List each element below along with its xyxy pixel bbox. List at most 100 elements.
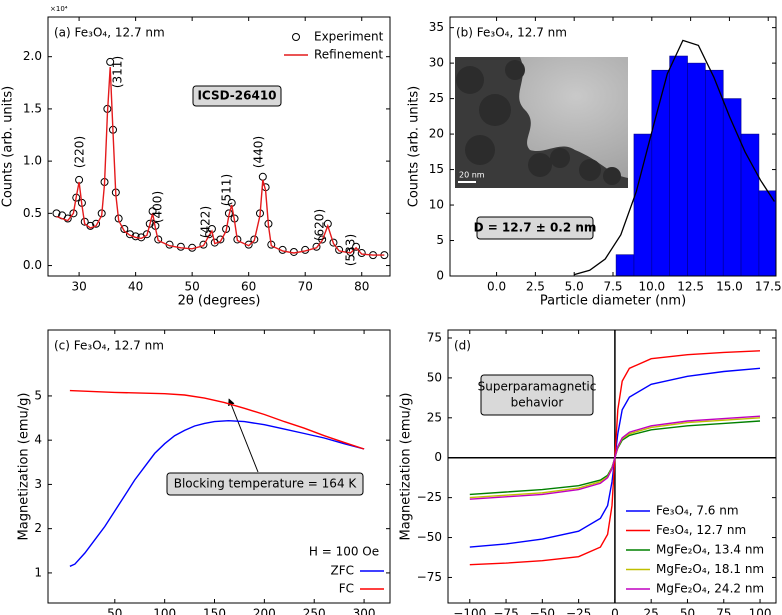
- bar: [615, 254, 635, 277]
- x-axis-label: Particle diameter (nm): [540, 294, 686, 309]
- x-tick-label: 30: [71, 280, 86, 294]
- legend-label: FC: [339, 582, 354, 596]
- axes-frame: [47, 329, 391, 604]
- annotation: Superparamagnetic: [478, 380, 597, 394]
- data-point: [154, 235, 163, 244]
- panel: 50 100 150 200 250 300 1 2 3 4 5 (c) Fe₃O₄, 12.7 nm…: [17, 329, 391, 615]
- data-point: [318, 235, 327, 244]
- x-tick-label: 0: [611, 607, 619, 615]
- series-line: [69, 389, 365, 450]
- panel: 30 40 50 60 70 80 0.0 0.5 1.0 1.5 2.0 (a) Fe₃O₄, 12…: [1, 5, 391, 309]
- y-multiplier: ×10⁴: [50, 5, 68, 13]
- x-tick-label: 200: [253, 607, 276, 615]
- data-point: [357, 249, 366, 258]
- y-tick-label: 1: [34, 565, 42, 579]
- x-tick-label: 10.0: [638, 280, 665, 294]
- x-tick-label: 2.5: [526, 280, 545, 294]
- x-tick-label: 50: [680, 607, 695, 615]
- x-tick-label: 50: [185, 280, 200, 294]
- y-tick-label: −75: [417, 570, 442, 584]
- bar: [722, 98, 742, 277]
- panel: −100 −75 −50 −25 0 25 50 75 100 −75 −50 −25 0 25 50 75 (…: [399, 329, 777, 615]
- y-axis-label: Counts (arb. units): [1, 86, 16, 207]
- y-tick-label: −25: [417, 490, 442, 504]
- peak-label: (422): [199, 206, 213, 238]
- x-tick-label: −25: [566, 607, 591, 615]
- bar: [651, 69, 670, 277]
- y-tick-label: 75: [427, 330, 442, 344]
- y-tick-label: 0: [436, 269, 444, 283]
- y-tick-label: 25: [429, 91, 444, 105]
- data-point: [216, 235, 225, 244]
- peak-label: (400): [151, 191, 165, 223]
- y-tick-label: 2: [34, 521, 42, 535]
- series-line: [469, 415, 761, 500]
- arrow: [228, 398, 259, 473]
- y-tick-label: 0.5: [23, 206, 42, 220]
- x-tick-label: 75: [716, 607, 731, 615]
- data-point: [258, 172, 267, 181]
- x-tick-label: 300: [353, 607, 376, 615]
- legend-label: Fe₃O₄, 12.7 nm: [656, 523, 746, 537]
- y-tick-label: 4: [34, 433, 42, 447]
- axes-frame: [449, 16, 777, 277]
- y-axis-label: Magnetization (emu/g): [17, 393, 32, 541]
- legend-label: Experiment: [314, 30, 384, 44]
- annotation-box: [476, 216, 594, 240]
- data-point: [92, 219, 101, 228]
- x-tick-label: 5.0: [565, 280, 584, 294]
- y-tick-label: 5: [34, 388, 42, 402]
- data-point: [142, 230, 151, 239]
- annotation: behavior: [511, 396, 564, 410]
- y-tick-label: 1.0: [23, 154, 42, 168]
- bar: [705, 69, 724, 277]
- y-tick-label: 1.5: [23, 101, 42, 115]
- data-point: [120, 225, 129, 234]
- tem-image: [455, 57, 628, 188]
- x-tick-label: 150: [203, 607, 226, 615]
- x-axis-label: 2θ (degrees): [178, 294, 261, 309]
- peak-label: (620): [313, 209, 327, 241]
- x-tick-label: 70: [298, 280, 313, 294]
- y-tick-label: 25: [427, 410, 442, 424]
- data-point: [312, 242, 321, 251]
- y-axis-label: Counts (arb. units): [407, 86, 422, 207]
- annotation: D = 12.7 ± 0.2 nm: [474, 221, 597, 235]
- fit-line: [574, 39, 775, 276]
- panel-title: (c) Fe₃O₄, 12.7 nm: [54, 339, 164, 353]
- legend-label: Fe₃O₄, 7.6 nm: [656, 504, 739, 518]
- bar: [669, 55, 688, 277]
- x-tick-label: 60: [241, 280, 256, 294]
- peak-label: (533): [344, 234, 358, 266]
- y-tick-label: 15: [429, 162, 444, 176]
- panel: 0.0 2.5 5.0 7.5 10.0 12.5 15.0 17.5 0 5 10 15 20 25 30…: [407, 16, 782, 309]
- y-tick-label: 35: [429, 20, 444, 34]
- data-point: [125, 230, 134, 239]
- series-line: [69, 419, 365, 567]
- peak-label: (311): [111, 56, 125, 88]
- annotation-box: [166, 472, 364, 496]
- data-point: [250, 235, 259, 244]
- y-tick-label: 0.0: [23, 258, 42, 272]
- data-point: [335, 245, 344, 254]
- x-tick-label: −100: [453, 607, 486, 615]
- x-tick-label: 50: [107, 607, 122, 615]
- data-point: [199, 240, 208, 249]
- annotation: Blocking temperature = 164 K: [174, 477, 358, 491]
- y-tick-label: 0: [434, 450, 442, 464]
- scale-label: 20 nm: [459, 171, 485, 180]
- x-tick-label: 80: [354, 280, 369, 294]
- legend-marker: [292, 33, 300, 41]
- y-tick-label: −50: [417, 530, 442, 544]
- data-point: [80, 217, 89, 226]
- y-tick-label: 3: [34, 477, 42, 491]
- annotation: ICSD-26410: [197, 89, 276, 103]
- bar: [633, 133, 653, 277]
- bar: [687, 62, 706, 277]
- y-tick-label: 2.0: [23, 49, 42, 63]
- bar: [740, 133, 760, 277]
- panel-title: (d): [454, 339, 471, 353]
- panel-title: (a) Fe₃O₄, 12.7 nm: [54, 26, 165, 40]
